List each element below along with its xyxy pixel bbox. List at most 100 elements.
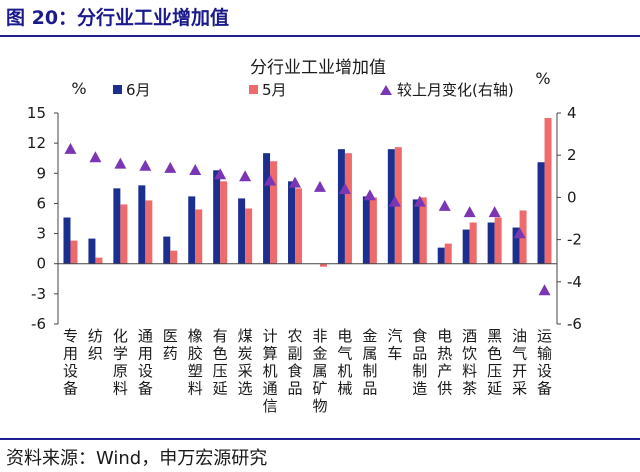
bar-may bbox=[419, 197, 427, 264]
left-axis-unit: % bbox=[71, 79, 86, 98]
bar-june bbox=[487, 222, 495, 264]
bar-june bbox=[138, 185, 146, 264]
change-marker bbox=[313, 180, 326, 192]
bar-may bbox=[544, 118, 552, 264]
change-marker bbox=[413, 195, 426, 207]
industry-value-added-chart: 分行业工业增加值 % % 6月 5月 较上月变化(右轴) -6 -3 0 3 6 9 12 1… bbox=[27, 58, 582, 415]
change-marker bbox=[388, 195, 401, 207]
left-tick-label: 12 bbox=[27, 134, 46, 152]
bar-june bbox=[238, 198, 246, 264]
bar-may bbox=[120, 204, 128, 264]
category-label: 电气机械 bbox=[337, 327, 352, 398]
right-tick-label: 0 bbox=[567, 188, 577, 206]
bar-june bbox=[163, 236, 171, 264]
legend-label-june: 6月 bbox=[126, 81, 151, 99]
bar-june bbox=[362, 196, 370, 264]
change-marker bbox=[64, 142, 77, 154]
left-tick-label: 0 bbox=[36, 255, 46, 273]
legend-swatch-may bbox=[249, 85, 258, 94]
change-marker bbox=[289, 176, 302, 188]
bar-june bbox=[213, 170, 221, 264]
bar-june bbox=[263, 153, 271, 264]
source-note: 资料来源：Wind，申万宏源研究 bbox=[6, 448, 268, 469]
category-label: 煤炭采选 bbox=[238, 327, 253, 398]
change-marker bbox=[538, 284, 551, 296]
category-label: 食品制造 bbox=[412, 327, 427, 398]
legend-swatch-change bbox=[380, 85, 392, 95]
bar-may bbox=[494, 217, 502, 264]
category-label: 黑色压延 bbox=[487, 327, 502, 398]
bar-may bbox=[319, 263, 327, 267]
bar-june bbox=[412, 199, 420, 264]
right-axis-unit: % bbox=[535, 69, 550, 88]
bar-may bbox=[145, 200, 153, 264]
left-tick-label: 15 bbox=[27, 104, 46, 122]
right-tick-label: -6 bbox=[567, 315, 582, 333]
legend-swatch-june bbox=[113, 85, 122, 94]
category-label: 农副食品 bbox=[288, 327, 303, 398]
right-tick-label: 4 bbox=[567, 104, 577, 122]
bar-may bbox=[195, 209, 203, 264]
change-marker bbox=[513, 227, 526, 239]
category-label: 电热产供 bbox=[437, 327, 452, 398]
left-tick-label: 6 bbox=[36, 194, 46, 212]
category-label: 橡胶塑料 bbox=[188, 327, 203, 398]
bar-may bbox=[344, 153, 352, 264]
category-label: 金属制品 bbox=[362, 327, 377, 398]
legend-label-change: 较上月变化(右轴) bbox=[397, 81, 514, 99]
change-marker bbox=[438, 199, 451, 211]
bar-may bbox=[469, 222, 477, 264]
bar-may bbox=[170, 250, 178, 264]
category-label: 有色压延 bbox=[213, 327, 228, 398]
plot-area: -6 -3 0 3 6 9 12 15 -6 -4 -2 0 2 4 专用设备纺织化学原料通用设备医药橡胶塑… bbox=[27, 104, 582, 415]
category-label: 非金属矿物 bbox=[312, 327, 327, 415]
change-marker bbox=[488, 206, 501, 218]
category-label: 油气开采 bbox=[512, 327, 527, 398]
change-marker bbox=[214, 168, 227, 180]
change-marker bbox=[363, 189, 376, 201]
bar-may bbox=[245, 208, 253, 264]
legend: 6月 5月 较上月变化(右轴) bbox=[113, 81, 514, 99]
left-tick-label: -6 bbox=[31, 315, 46, 333]
category-label: 化学原料 bbox=[113, 327, 128, 398]
right-tick-label: -2 bbox=[567, 231, 582, 249]
change-marker bbox=[139, 159, 152, 171]
left-tick-label: 3 bbox=[36, 225, 46, 243]
bar-june bbox=[512, 227, 520, 264]
change-marker bbox=[338, 182, 351, 194]
bar-june bbox=[537, 162, 545, 264]
bar-june bbox=[337, 149, 345, 264]
category-label: 酒饮料茶 bbox=[462, 327, 477, 398]
bar-may bbox=[295, 188, 303, 264]
right-tick-label: 2 bbox=[567, 146, 577, 164]
legend-label-may: 5月 bbox=[262, 81, 287, 99]
bar-june bbox=[113, 188, 121, 264]
change-marker bbox=[114, 157, 127, 169]
change-marker bbox=[463, 206, 476, 218]
source-rule bbox=[0, 438, 640, 440]
right-tick-label: -4 bbox=[567, 273, 582, 291]
category-label: 专用设备 bbox=[63, 327, 78, 398]
left-tick-label: -3 bbox=[31, 285, 46, 303]
bar-may bbox=[70, 240, 78, 264]
bar-june bbox=[188, 196, 196, 264]
bar-june bbox=[88, 238, 96, 264]
category-label: 运输设备 bbox=[537, 327, 552, 398]
category-label: 汽车 bbox=[387, 327, 402, 363]
bar-june bbox=[63, 217, 71, 264]
bar-may bbox=[369, 197, 377, 264]
category-label: 计算机通信 bbox=[263, 327, 278, 415]
category-label: 医药 bbox=[163, 327, 178, 363]
change-marker bbox=[164, 161, 177, 173]
title-rule bbox=[0, 35, 640, 37]
bar-june bbox=[288, 181, 296, 264]
change-marker bbox=[239, 170, 252, 182]
bar-june bbox=[437, 247, 445, 264]
bar-may bbox=[95, 257, 103, 264]
left-tick-label: 9 bbox=[36, 164, 46, 182]
change-marker bbox=[89, 151, 102, 163]
bar-may bbox=[220, 181, 228, 264]
category-label: 纺织 bbox=[88, 327, 103, 363]
bar-may bbox=[270, 161, 278, 264]
category-label: 通用设备 bbox=[138, 327, 153, 398]
